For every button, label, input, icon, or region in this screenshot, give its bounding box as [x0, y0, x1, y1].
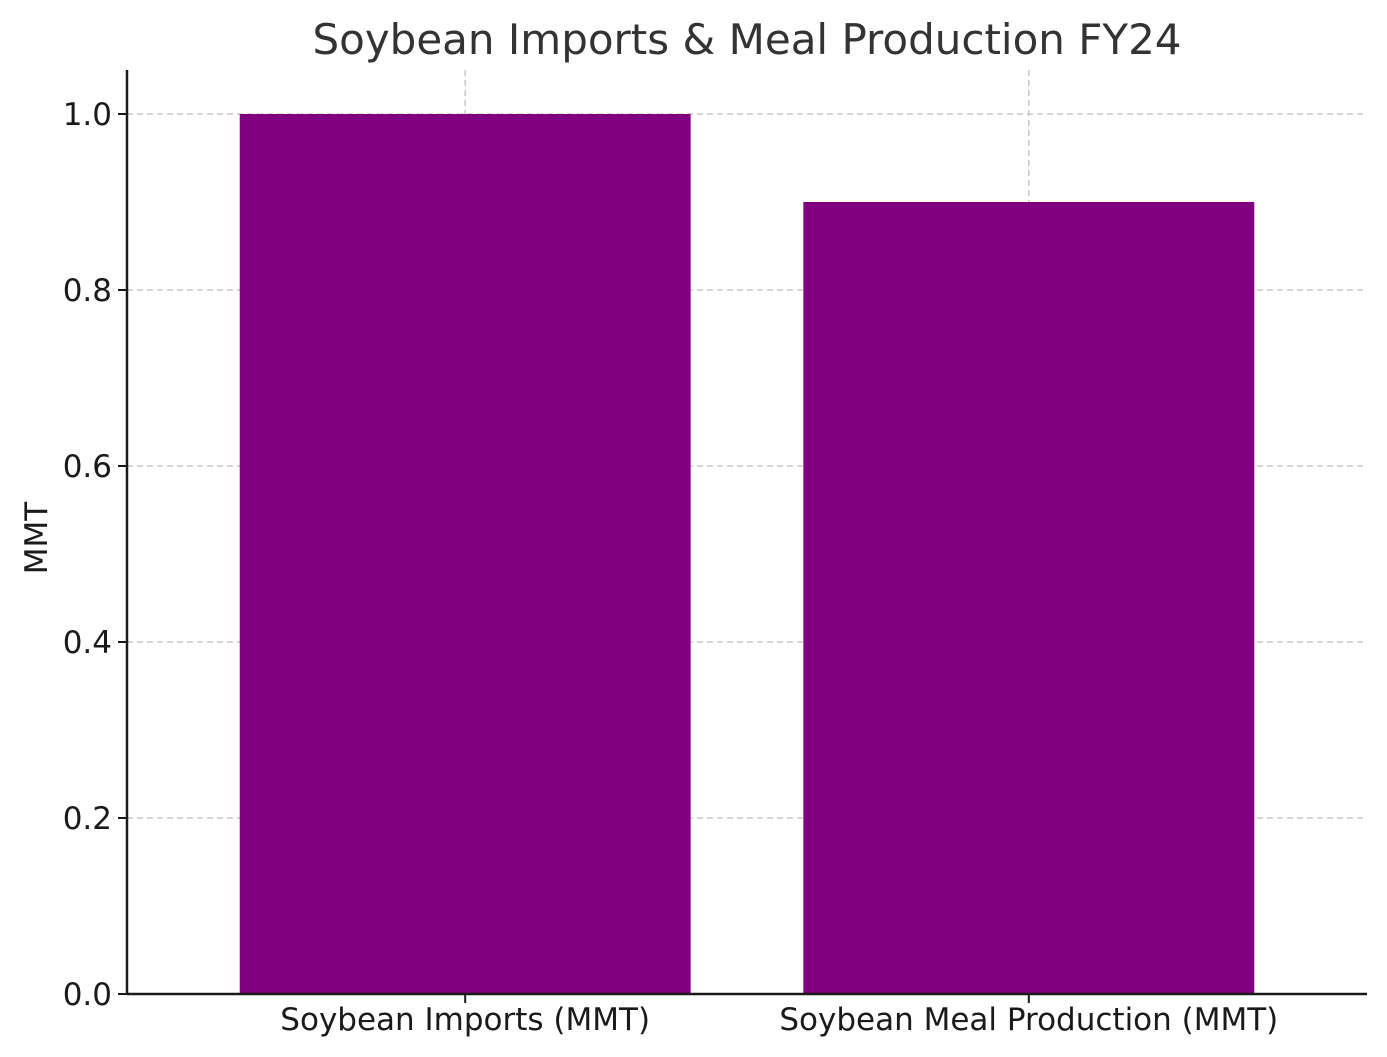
bar [239, 114, 691, 994]
y-tick-label: 0.4 [63, 625, 112, 661]
chart-title: Soybean Imports & Meal Production FY24 [312, 15, 1181, 64]
y-tick-label: 1.0 [63, 97, 112, 133]
y-tick-label: 0.8 [63, 273, 112, 309]
bar [803, 202, 1255, 994]
x-tick-label: Soybean Imports (MMT) [280, 1002, 650, 1038]
y-tick-label: 0.0 [63, 977, 112, 1013]
y-tick-label: 0.2 [63, 801, 112, 837]
bars [239, 114, 1255, 994]
x-tick-label: Soybean Meal Production (MMT) [779, 1002, 1278, 1038]
y-tick-label: 0.6 [63, 449, 112, 485]
axes: 0.0 0.2 0.4 0.6 0.8 1.0 Soybean Imports (MMT) S… [63, 70, 1367, 1038]
y-axis-label: MMT [19, 501, 55, 574]
